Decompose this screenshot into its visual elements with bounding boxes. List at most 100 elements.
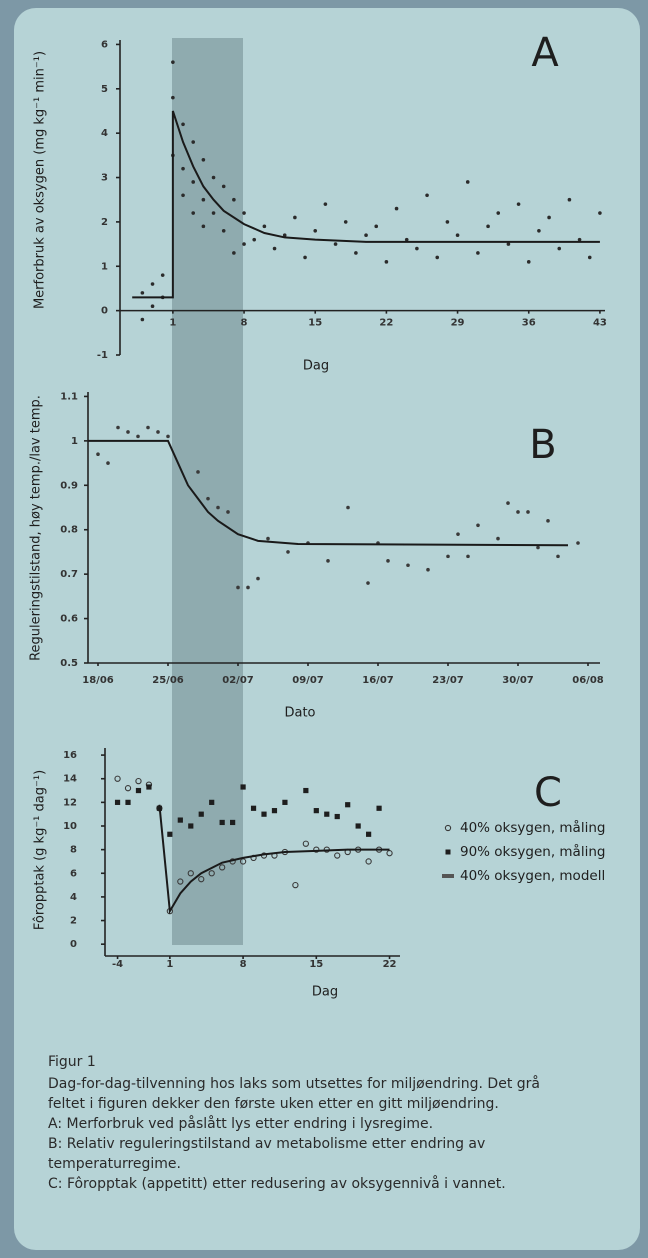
y-tick-label: 2 — [101, 217, 108, 228]
point — [313, 808, 319, 814]
point — [476, 251, 480, 255]
point — [313, 846, 320, 853]
point — [556, 554, 560, 559]
point — [140, 291, 145, 295]
model-line — [132, 110, 600, 299]
point — [219, 864, 226, 871]
point — [126, 430, 130, 434]
panel-letter: B — [529, 422, 556, 468]
point — [201, 224, 206, 229]
point — [232, 251, 236, 255]
y-tick-label: 1 — [71, 436, 78, 447]
point — [150, 304, 155, 308]
point — [196, 470, 200, 474]
point — [303, 787, 309, 794]
y-tick-label: -1 — [97, 350, 108, 361]
point — [598, 211, 602, 215]
y-tick-label: 2 — [70, 916, 77, 927]
x-tick-label: 23/07 — [432, 675, 464, 686]
point — [435, 255, 440, 260]
x-tick-label: 18/06 — [82, 675, 114, 686]
point — [187, 870, 194, 877]
point — [232, 197, 236, 202]
caption-line: feltet i figuren dekker den første uken … — [48, 1096, 499, 1112]
point — [114, 799, 121, 805]
point — [425, 193, 429, 198]
point — [346, 505, 350, 510]
point — [376, 805, 382, 811]
point — [526, 510, 530, 514]
y-tick-label: 10 — [63, 821, 77, 832]
point — [286, 550, 290, 554]
point — [140, 317, 145, 322]
point — [188, 823, 194, 829]
chart: -1 0 1 2 3 4 5 6 1 8 15 22 29 36 43 Dag Merforbruk av ok… — [33, 30, 607, 374]
y-tick-label: 1 — [101, 261, 108, 272]
point — [576, 541, 580, 545]
x-tick-label: 1 — [169, 318, 176, 329]
x-tick-label: 1 — [166, 959, 173, 970]
point — [201, 157, 206, 162]
point — [465, 180, 470, 184]
point — [333, 242, 338, 246]
y-axis-label: Fôropptak (g kg⁻¹ dag⁻¹) — [33, 770, 48, 930]
point — [456, 532, 460, 536]
point — [446, 554, 450, 559]
model-line — [88, 439, 569, 547]
point — [366, 831, 372, 837]
y-tick-label: 8 — [70, 845, 77, 856]
point — [116, 425, 120, 430]
y-tick-label: 0.8 — [60, 525, 78, 536]
point — [466, 554, 470, 559]
y-tick-label: 14 — [63, 774, 77, 785]
point — [272, 246, 277, 251]
point — [261, 811, 267, 817]
point — [282, 233, 287, 238]
model-line — [158, 804, 390, 915]
point — [125, 799, 131, 805]
y-tick-label: 0.6 — [60, 614, 78, 625]
point — [221, 228, 226, 233]
point — [191, 180, 196, 184]
point — [506, 242, 511, 246]
point — [343, 220, 348, 224]
x-axis-label: Dag — [312, 985, 338, 1000]
x-tick-label: 22 — [383, 959, 397, 970]
point — [209, 799, 215, 805]
point — [557, 246, 562, 251]
point — [124, 785, 132, 792]
panel-background — [14, 8, 640, 1250]
y-axis-label: Merforbruk av oksygen (mg kg⁻¹ min⁻¹) — [33, 51, 48, 309]
x-tick-label: 06/08 — [572, 675, 604, 686]
point — [345, 802, 351, 808]
caption-line: C: Fôropptak (appetitt) etter redusering… — [48, 1175, 506, 1192]
legend-swatch — [444, 824, 452, 832]
x-tick-label: 16/07 — [362, 675, 394, 686]
point — [216, 505, 220, 510]
y-tick-label: 12 — [63, 797, 77, 808]
x-tick-label: 8 — [241, 318, 248, 329]
y-tick-label: 4 — [70, 892, 77, 903]
point — [191, 140, 196, 144]
point — [252, 237, 257, 242]
point — [547, 215, 551, 220]
x-tick-label: 02/07 — [222, 675, 254, 686]
point — [167, 831, 173, 837]
point — [394, 206, 399, 211]
y-tick-label: 6 — [101, 39, 108, 50]
point — [323, 202, 328, 206]
x-tick-label: 22 — [379, 318, 393, 329]
point — [537, 228, 541, 233]
point — [171, 60, 175, 64]
chart: 0 2 4 6 8 10 12 14 16 -4 1 8 15 22 Dag Fôropptak (g kg⁻… — [33, 748, 605, 1000]
point — [366, 581, 370, 585]
x-tick-label: 43 — [593, 318, 607, 329]
point — [221, 184, 226, 189]
point — [536, 545, 540, 550]
point — [271, 808, 278, 814]
point — [266, 536, 270, 541]
caption-line: B: Relativ reguleringstilstand av metabo… — [48, 1136, 485, 1152]
point — [114, 775, 121, 782]
